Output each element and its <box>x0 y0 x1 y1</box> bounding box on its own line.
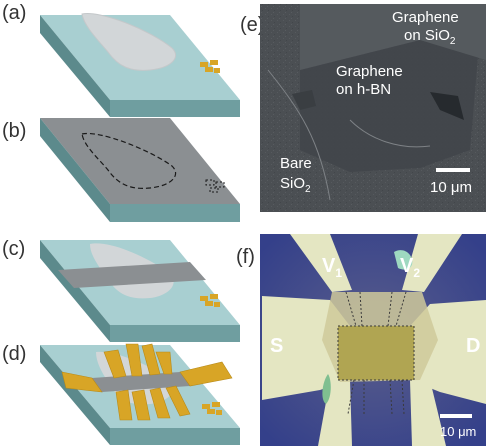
optical-label-source: S <box>270 335 283 357</box>
sem-label-graphene-hbn-line1: Graphene <box>336 63 403 80</box>
panel-label-b: (b) <box>2 120 27 142</box>
panel-label-d: (d) <box>2 343 27 365</box>
substrate-side <box>40 240 110 342</box>
panel-label-e: (e) <box>240 14 265 36</box>
sem-scalebar-label: 10 μm <box>430 179 472 196</box>
alignment-mark <box>202 402 222 415</box>
wrinkle-line <box>349 119 431 148</box>
panel-d-diagram <box>40 343 240 445</box>
hbn-outline <box>81 132 177 189</box>
optical-label-drain: D <box>466 335 480 357</box>
hbn-flake <box>81 12 177 71</box>
optical-label-v2: V2 <box>400 255 420 280</box>
wrinkle-line <box>267 69 331 201</box>
sem-label-graphene-sio2-line2: on SiO2 <box>404 27 456 47</box>
sem-label-bare-line2: SiO2 <box>280 175 311 195</box>
graphene-on-sio2-region <box>300 4 486 70</box>
graphene-channel <box>338 326 414 380</box>
substrate-front <box>110 428 240 445</box>
graphene-strip <box>58 262 206 288</box>
optical-scalebar-label: 10 μm <box>440 424 476 439</box>
hbn-region <box>300 40 478 172</box>
panel-label-f: (f) <box>236 246 255 268</box>
substrate-side <box>40 118 110 222</box>
panel-c-diagram <box>40 240 240 342</box>
substrate-side <box>40 15 110 117</box>
substrate-front <box>110 204 240 222</box>
green-feature <box>322 374 331 404</box>
dark-feature <box>430 92 464 120</box>
alignment-mark-outline <box>205 179 225 193</box>
alignment-mark <box>200 294 220 307</box>
sem-label-graphene-hbn-line2: on h-BN <box>336 81 391 98</box>
panel-label-a: (a) <box>2 2 27 24</box>
substrate-front <box>110 100 240 117</box>
panel-f-optical-image: V1 V2 S D 10 μm <box>260 234 486 446</box>
substrate-top <box>40 118 240 204</box>
gold-electrodes <box>61 343 233 421</box>
panel-label-c: (c) <box>2 238 26 260</box>
sem-scalebar <box>436 168 470 172</box>
green-feature <box>394 250 413 270</box>
sem-label-bare-line1: Bare <box>280 155 312 172</box>
sem-label-graphene-sio2-line1: Graphene <box>392 9 459 26</box>
dark-feature <box>292 90 316 110</box>
alignment-mark <box>200 60 220 73</box>
optical-label-v1: V1 <box>322 255 342 280</box>
substrate-front <box>110 325 240 342</box>
panel-e-sem-image: Graphene on SiO2 Graphene on h-BN Bare S… <box>260 4 486 212</box>
panel-a-diagram <box>40 12 240 117</box>
panel-b-diagram <box>40 118 240 222</box>
substrate-side <box>40 345 110 445</box>
optical-scalebar <box>440 414 472 418</box>
graphene-outline <box>337 291 415 415</box>
